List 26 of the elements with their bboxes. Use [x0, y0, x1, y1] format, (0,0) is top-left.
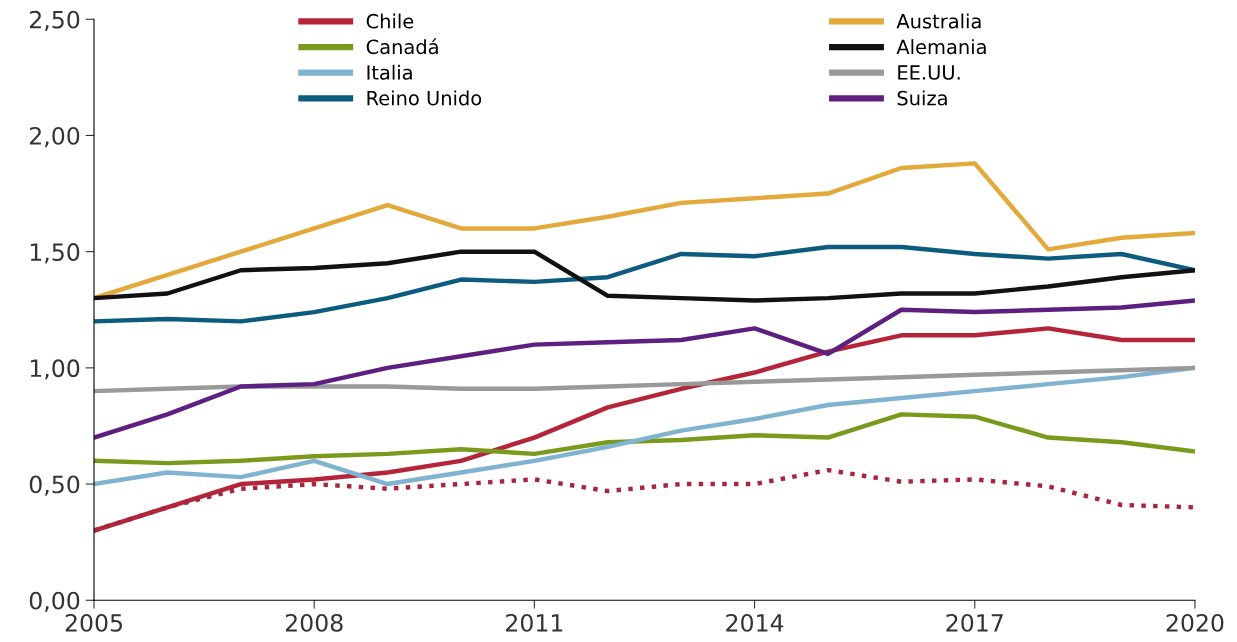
x-tick-label: 2005	[65, 613, 122, 632]
line-series	[94, 365, 1195, 394]
y-tick-label: 1,00	[30, 359, 80, 380]
legend-label: Australia	[896, 13, 981, 29]
x-tick-label: 2008	[285, 613, 343, 632]
legend-label: Canadá	[366, 38, 438, 55]
y-tick-label: 0,00	[29, 591, 80, 612]
legend-label: Italia	[367, 64, 412, 80]
legend-label: Alemania	[896, 39, 986, 55]
y-tick-label: 2,50	[29, 10, 80, 31]
x-tick-label: 2020	[1166, 613, 1224, 632]
line-series	[94, 467, 1195, 533]
x-tick-label: 2014	[726, 613, 784, 632]
line-series	[94, 412, 1195, 466]
legend-label: Chile	[366, 13, 414, 29]
line-series	[94, 244, 1195, 324]
line-series	[94, 298, 1195, 440]
legend-label: Reino Unido	[367, 90, 482, 106]
x-tick-label: 2011	[506, 613, 563, 632]
y-tick-label: 0,50	[29, 475, 80, 496]
y-tick-label: 1,50	[30, 243, 80, 264]
legend-label: EE.UU.	[898, 65, 960, 80]
legend-label: Suiza	[897, 90, 947, 106]
y-tick-label: 2,00	[29, 126, 80, 148]
x-tick-label: 2017	[946, 613, 1003, 632]
line-series	[94, 249, 1195, 303]
